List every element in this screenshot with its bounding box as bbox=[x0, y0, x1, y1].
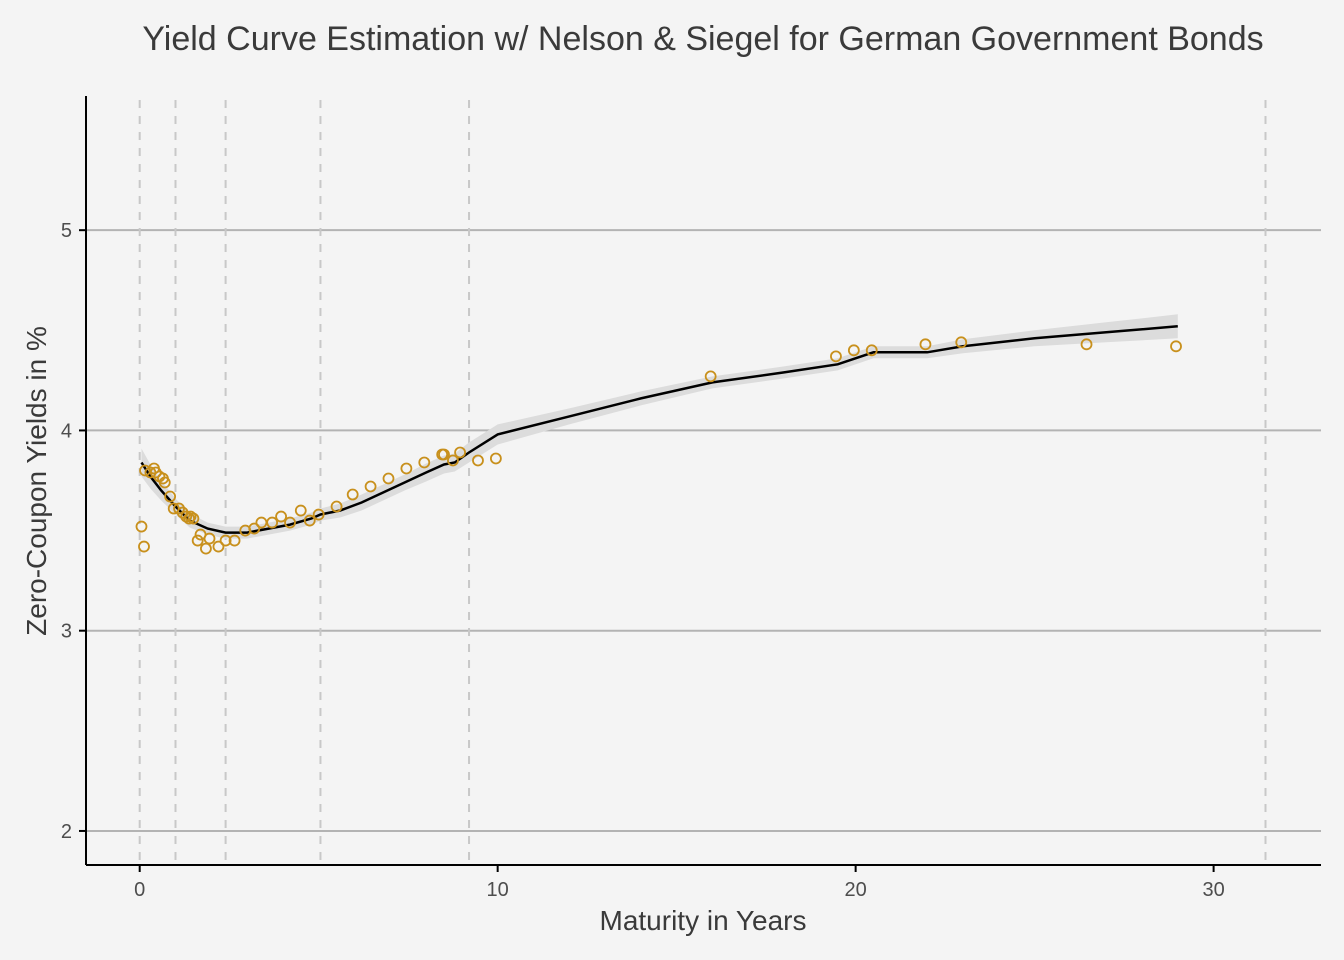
data-point bbox=[228, 534, 241, 547]
confidence-band-area bbox=[141, 314, 1178, 539]
fitted-curve bbox=[140, 325, 1178, 534]
data-point bbox=[830, 350, 842, 363]
data-point bbox=[364, 480, 377, 493]
y-axis-title: Zero-Coupon Yields in % bbox=[21, 326, 52, 636]
data-point bbox=[212, 540, 225, 553]
data-point bbox=[183, 512, 195, 525]
data-point bbox=[164, 490, 177, 503]
x-tick-label: 10 bbox=[487, 879, 509, 901]
data-point bbox=[865, 344, 878, 357]
grid-lines bbox=[86, 229, 1321, 832]
data-point bbox=[955, 336, 968, 349]
data-point bbox=[400, 462, 413, 475]
knot-lines bbox=[138, 100, 1267, 865]
x-tick-label: 0 bbox=[134, 879, 145, 901]
x-tick-label: 30 bbox=[1202, 879, 1224, 901]
x-tick-label: 20 bbox=[845, 879, 867, 901]
axes bbox=[79, 96, 1321, 872]
data-point bbox=[184, 510, 197, 523]
data-point bbox=[138, 540, 150, 553]
y-tick-label: 3 bbox=[61, 621, 72, 643]
y-tick-label: 2 bbox=[61, 821, 72, 843]
data-point bbox=[847, 344, 860, 357]
data-point bbox=[275, 510, 287, 523]
data-point bbox=[454, 446, 466, 459]
chart-title: Yield Curve Estimation w/ Nelson & Siege… bbox=[142, 20, 1263, 58]
data-point bbox=[919, 338, 932, 351]
data-point bbox=[180, 510, 193, 523]
data-point bbox=[200, 542, 212, 555]
data-point bbox=[438, 448, 450, 461]
data-point bbox=[187, 512, 200, 525]
data-point bbox=[382, 472, 395, 485]
data-point bbox=[135, 520, 148, 533]
confidence-band bbox=[141, 314, 1178, 539]
data-point bbox=[418, 456, 431, 469]
tick-labels: 2 3 4 5 0 10 20 30 bbox=[61, 220, 1225, 901]
x-axis-title: Maturity in Years bbox=[600, 905, 807, 936]
data-point bbox=[312, 508, 325, 521]
data-point bbox=[1080, 338, 1093, 351]
data-point bbox=[489, 452, 502, 465]
data-point bbox=[303, 514, 316, 527]
y-tick-label: 5 bbox=[61, 220, 72, 242]
data-point bbox=[447, 454, 459, 467]
data-point bbox=[1170, 340, 1182, 353]
data-point bbox=[266, 516, 279, 529]
data-point bbox=[203, 532, 216, 545]
data-point bbox=[284, 516, 296, 529]
y-tick-label: 4 bbox=[61, 420, 72, 442]
fitted-curve-line bbox=[140, 325, 1178, 534]
data-point bbox=[219, 534, 232, 547]
data-point bbox=[704, 370, 717, 383]
data-point bbox=[248, 522, 261, 535]
data-point bbox=[158, 476, 171, 489]
data-points bbox=[135, 336, 1182, 555]
data-point bbox=[294, 504, 307, 517]
data-point bbox=[191, 534, 204, 547]
data-point bbox=[472, 454, 484, 467]
data-point bbox=[330, 500, 343, 513]
data-point bbox=[346, 488, 359, 501]
